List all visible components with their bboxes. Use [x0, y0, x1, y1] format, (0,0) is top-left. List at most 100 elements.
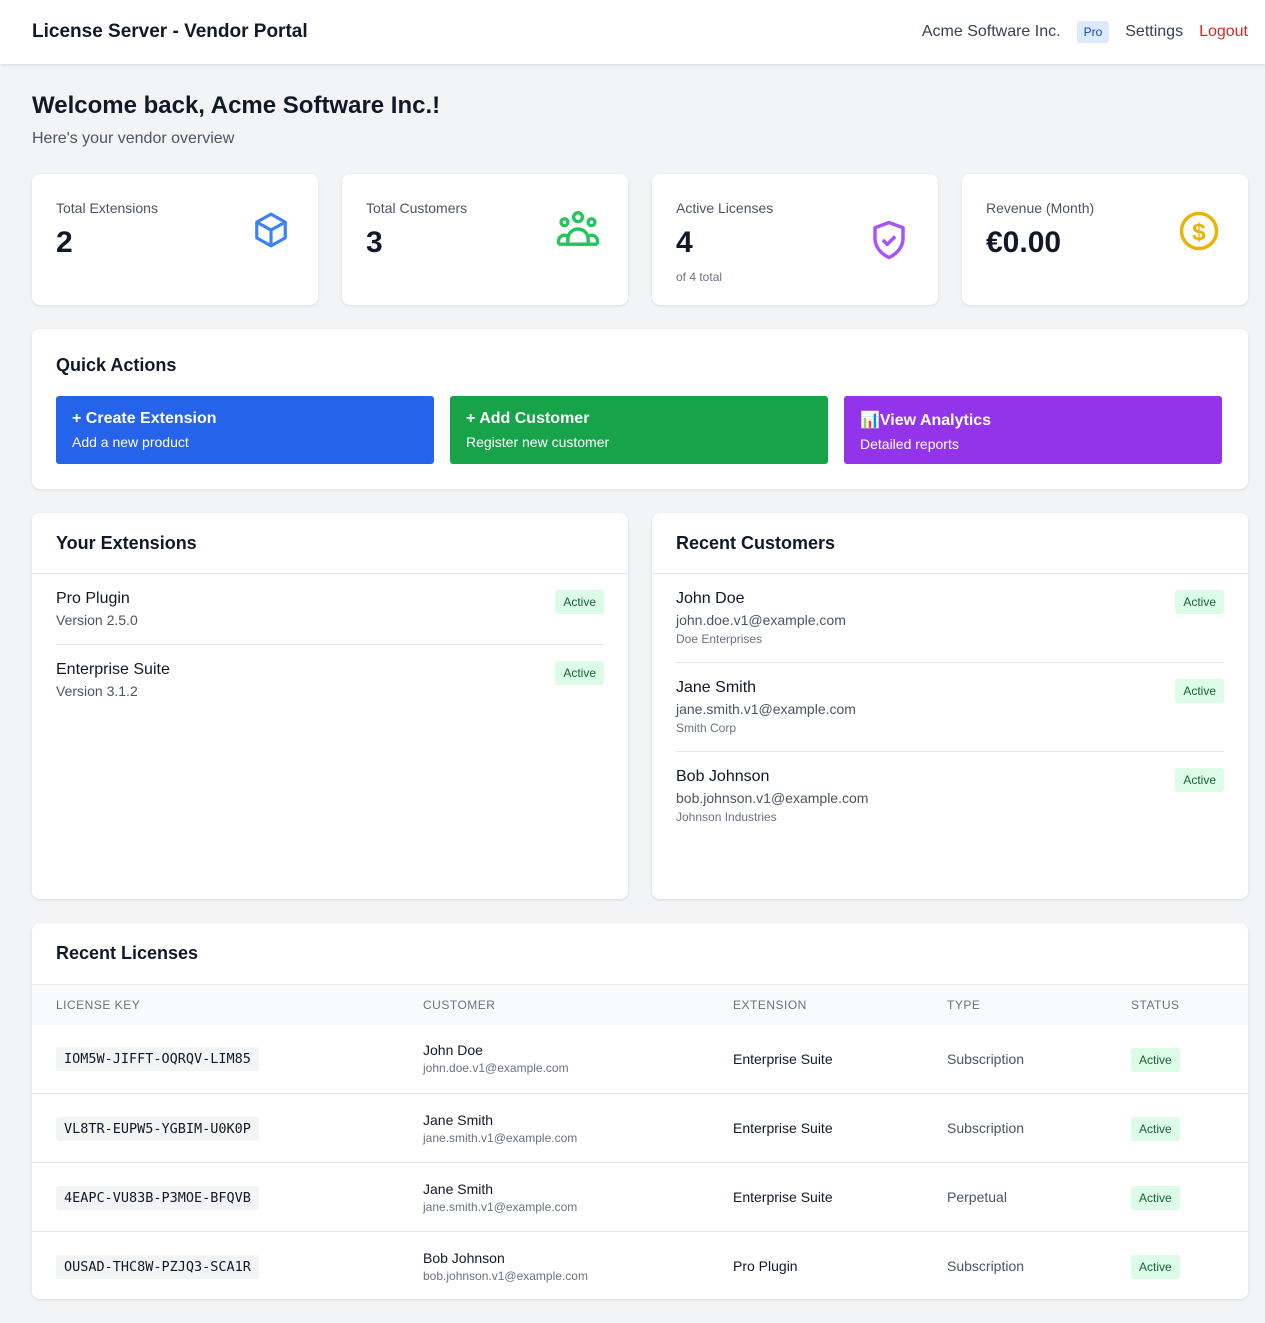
- customer-name: Bob Johnson: [423, 1249, 505, 1266]
- customer-name: Jane Smith: [423, 1111, 494, 1128]
- licenses-panel: Recent Licenses LICENSE KEY CUSTOMER EXT…: [32, 923, 1248, 1299]
- list-item[interactable]: Enterprise Suite Version 3.1.2 Active: [56, 645, 604, 715]
- customer-email: bob.johnson.v1@example.com: [423, 1268, 588, 1283]
- stat-value: 2: [56, 226, 73, 259]
- shield-check-icon: [873, 220, 905, 260]
- list-item[interactable]: John Doe john.doe.v1@example.com Doe Enter…: [676, 574, 1224, 663]
- customer-name: John Doe: [423, 1042, 483, 1059]
- button-desc: Register new customer: [466, 434, 610, 450]
- customer-name: Bob Johnson: [676, 768, 770, 785]
- table-row[interactable]: IOM5W-JIFFT-OQRQV-LIM85 John Doe john.doe…: [32, 1024, 1248, 1094]
- vendor-name: Acme Software Inc.: [921, 23, 1061, 40]
- license-type: Subscription: [923, 1231, 1107, 1299]
- extension-name: Enterprise Suite: [709, 1162, 923, 1232]
- button-title: + Create Extension: [72, 410, 217, 427]
- extension-name: Enterprise Suite: [56, 661, 170, 678]
- customer-email: bob.johnson.v1@example.com: [676, 790, 869, 806]
- button-desc: Add a new product: [72, 434, 189, 450]
- column-header: EXTENSION: [709, 984, 923, 1025]
- logout-link[interactable]: Logout: [1199, 23, 1248, 40]
- status-badge: Active: [1175, 679, 1224, 703]
- status-badge: Active: [1131, 1117, 1180, 1141]
- status-badge: Active: [1175, 590, 1224, 614]
- column-header: LICENSE KEY: [32, 984, 399, 1025]
- customer-email: jane.smith.v1@example.com: [423, 1130, 578, 1145]
- customer-email: jane.smith.v1@example.com: [676, 701, 856, 717]
- stat-label: Revenue (Month): [986, 200, 1095, 216]
- section-title: Recent Licenses: [56, 943, 199, 963]
- license-key[interactable]: OUSAD-THC8W-PZJQ3-SCA1R: [56, 1254, 259, 1279]
- customer-name: Jane Smith: [676, 679, 757, 696]
- create-extension-button[interactable]: + Create Extension Add a new product: [56, 396, 434, 464]
- stat-note: of 4 total: [676, 270, 723, 284]
- license-key[interactable]: VL8TR-EUPW5-YGBIM-U0K0P: [56, 1116, 259, 1141]
- dollar-icon: $: [1179, 211, 1219, 251]
- users-icon: [556, 211, 600, 246]
- list-item[interactable]: Pro Plugin Version 2.5.0 Active: [56, 574, 604, 645]
- extension-name: Pro Plugin: [56, 590, 130, 607]
- extension-name: Enterprise Suite: [709, 1093, 923, 1163]
- svg-text:$: $: [1192, 219, 1206, 246]
- extension-version: Version 3.1.2: [56, 683, 138, 699]
- column-header: STATUS: [1107, 984, 1248, 1025]
- page-title: Welcome back, Acme Software Inc.!: [32, 92, 441, 119]
- extension-name: Enterprise Suite: [709, 1024, 923, 1094]
- license-type: Perpetual: [923, 1162, 1107, 1232]
- license-key[interactable]: IOM5W-JIFFT-OQRQV-LIM85: [56, 1047, 259, 1072]
- button-title: + Add Customer: [466, 410, 590, 427]
- column-header: TYPE: [923, 984, 1107, 1025]
- status-badge: Active: [555, 590, 604, 614]
- stat-value: €0.00: [986, 226, 1062, 259]
- table-row[interactable]: VL8TR-EUPW5-YGBIM-U0K0P Jane Smith jane.s…: [32, 1093, 1248, 1163]
- list-item[interactable]: Jane Smith jane.smith.v1@example.com Smith…: [676, 663, 1224, 752]
- customer-company: Doe Enterprises: [676, 632, 763, 646]
- app-title: License Server - Vendor Portal: [32, 21, 308, 42]
- customer-email: john.doe.v1@example.com: [676, 612, 846, 628]
- licenses-table: LICENSE KEY CUSTOMER EXTENSION TYPE STAT…: [32, 984, 1248, 1299]
- status-badge: Active: [555, 661, 604, 685]
- customer-company: Johnson Industries: [676, 810, 777, 824]
- table-row[interactable]: OUSAD-THC8W-PZJQ3-SCA1R Bob Johnson bob.j…: [32, 1231, 1248, 1299]
- table-row[interactable]: 4EAPC-VU83B-P3MOE-BFQVB Jane Smith jane.s…: [32, 1162, 1248, 1232]
- customer-email: jane.smith.v1@example.com: [423, 1199, 578, 1214]
- button-title: 📊View Analytics: [860, 412, 992, 429]
- stat-value: 3: [366, 226, 383, 259]
- customer-name: John Doe: [676, 590, 745, 607]
- stat-label: Total Extensions: [56, 200, 158, 216]
- quick-actions-panel: Quick Actions + Create Extension Add a n…: [32, 329, 1248, 489]
- extensions-panel: Your Extensions Pro Plugin Version 2.5.0 A…: [32, 513, 628, 899]
- license-key[interactable]: 4EAPC-VU83B-P3MOE-BFQVB: [56, 1185, 259, 1210]
- stat-card-revenue: Revenue (Month) €0.00 $: [962, 174, 1248, 305]
- cube-icon: [255, 212, 287, 248]
- customers-panel: Recent Customers John Doe john.doe.v1@exa…: [652, 513, 1248, 899]
- stat-label: Active Licenses: [676, 200, 774, 216]
- column-header: CUSTOMER: [399, 984, 709, 1025]
- extension-version: Version 2.5.0: [56, 612, 138, 628]
- stat-card-licenses: Active Licenses 4 of 4 total: [652, 174, 938, 305]
- stat-card-customers: Total Customers 3: [342, 174, 628, 305]
- top-nav: License Server - Vendor Portal Acme Soft…: [0, 0, 1265, 64]
- extension-name: Pro Plugin: [709, 1231, 923, 1299]
- status-badge: Active: [1175, 768, 1224, 792]
- add-customer-button[interactable]: + Add Customer Register new customer: [450, 396, 828, 464]
- stat-value: 4: [676, 226, 693, 259]
- status-badge: Active: [1131, 1255, 1180, 1279]
- section-title: Quick Actions: [56, 355, 177, 375]
- button-desc: Detailed reports: [860, 436, 959, 452]
- customer-company: Smith Corp: [676, 721, 737, 735]
- section-title: Your Extensions: [56, 533, 197, 553]
- list-item[interactable]: Bob Johnson bob.johnson.v1@example.com Joh…: [676, 752, 1224, 840]
- license-type: Subscription: [923, 1024, 1107, 1094]
- status-badge: Active: [1131, 1186, 1180, 1210]
- view-analytics-button[interactable]: 📊View Analytics Detailed reports: [844, 396, 1222, 464]
- stat-card-extensions: Total Extensions 2: [32, 174, 318, 305]
- customer-email: john.doe.v1@example.com: [423, 1061, 569, 1076]
- customer-name: Jane Smith: [423, 1180, 494, 1197]
- license-type: Subscription: [923, 1093, 1107, 1163]
- page-subtitle: Here's your vendor overview: [32, 130, 235, 147]
- stat-label: Total Customers: [366, 200, 468, 216]
- section-title: Recent Customers: [676, 533, 836, 553]
- status-badge: Active: [1131, 1047, 1180, 1072]
- settings-link[interactable]: Settings: [1125, 23, 1184, 40]
- plan-badge: Pro: [1076, 21, 1110, 43]
